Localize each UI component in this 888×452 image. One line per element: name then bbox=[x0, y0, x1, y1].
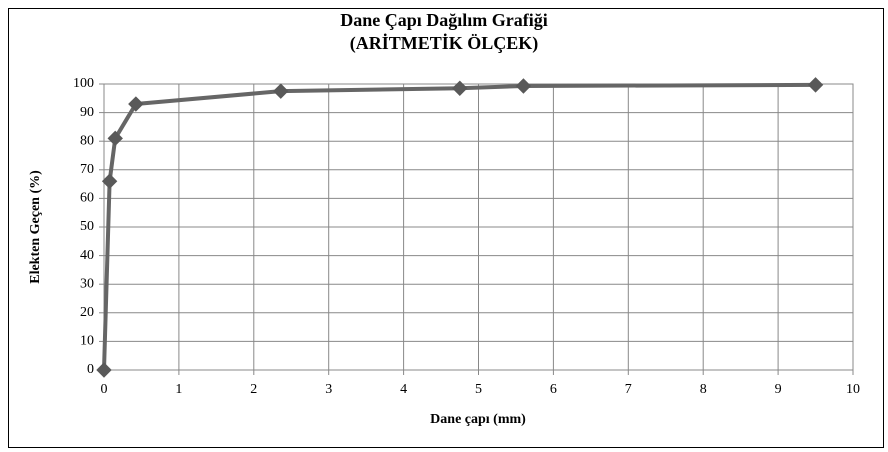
y-tick-label: 80 bbox=[80, 133, 94, 148]
data-marker bbox=[452, 80, 468, 96]
y-tick-label: 70 bbox=[80, 162, 94, 177]
y-tick-label: 50 bbox=[80, 219, 94, 234]
x-tick-label: 10 bbox=[846, 382, 860, 397]
y-tick-label: 60 bbox=[80, 191, 94, 206]
y-tick-label: 90 bbox=[80, 105, 94, 120]
x-tick-label: 5 bbox=[475, 382, 482, 397]
x-tick-label: 0 bbox=[101, 382, 108, 397]
data-marker bbox=[96, 362, 112, 378]
x-tick-label: 4 bbox=[400, 382, 407, 397]
y-tick-label: 40 bbox=[80, 248, 94, 263]
y-tick-label: 100 bbox=[73, 76, 94, 91]
data-line bbox=[102, 82, 816, 371]
x-tick-label: 6 bbox=[550, 382, 557, 397]
x-tick-label: 1 bbox=[175, 382, 182, 397]
data-marker bbox=[273, 83, 289, 99]
x-axis-label: Dane çapı (mm) bbox=[430, 412, 526, 427]
y-tick-label: 10 bbox=[80, 334, 94, 349]
x-tick-label: 9 bbox=[775, 382, 782, 397]
data-marker bbox=[515, 78, 532, 94]
y-tick-label: 0 bbox=[87, 362, 94, 377]
y-tick-label: 30 bbox=[80, 276, 94, 291]
x-tick-label: 7 bbox=[625, 382, 632, 397]
data-marker bbox=[128, 96, 144, 112]
chart-title: Dane Çapı Dağılım Grafiği bbox=[340, 10, 548, 30]
x-tick-label: 3 bbox=[325, 382, 332, 397]
data-marker bbox=[101, 173, 118, 189]
data-marker bbox=[107, 130, 123, 147]
x-tick-label: 8 bbox=[700, 382, 707, 397]
y-axis-label: Elekten Geçen (%) bbox=[28, 170, 43, 284]
data-marker bbox=[807, 77, 824, 93]
x-tick-label: 2 bbox=[250, 382, 257, 397]
chart-subtitle: (ARİTMETİK ÖLÇEK) bbox=[350, 33, 539, 54]
y-tick-label: 20 bbox=[80, 305, 94, 320]
